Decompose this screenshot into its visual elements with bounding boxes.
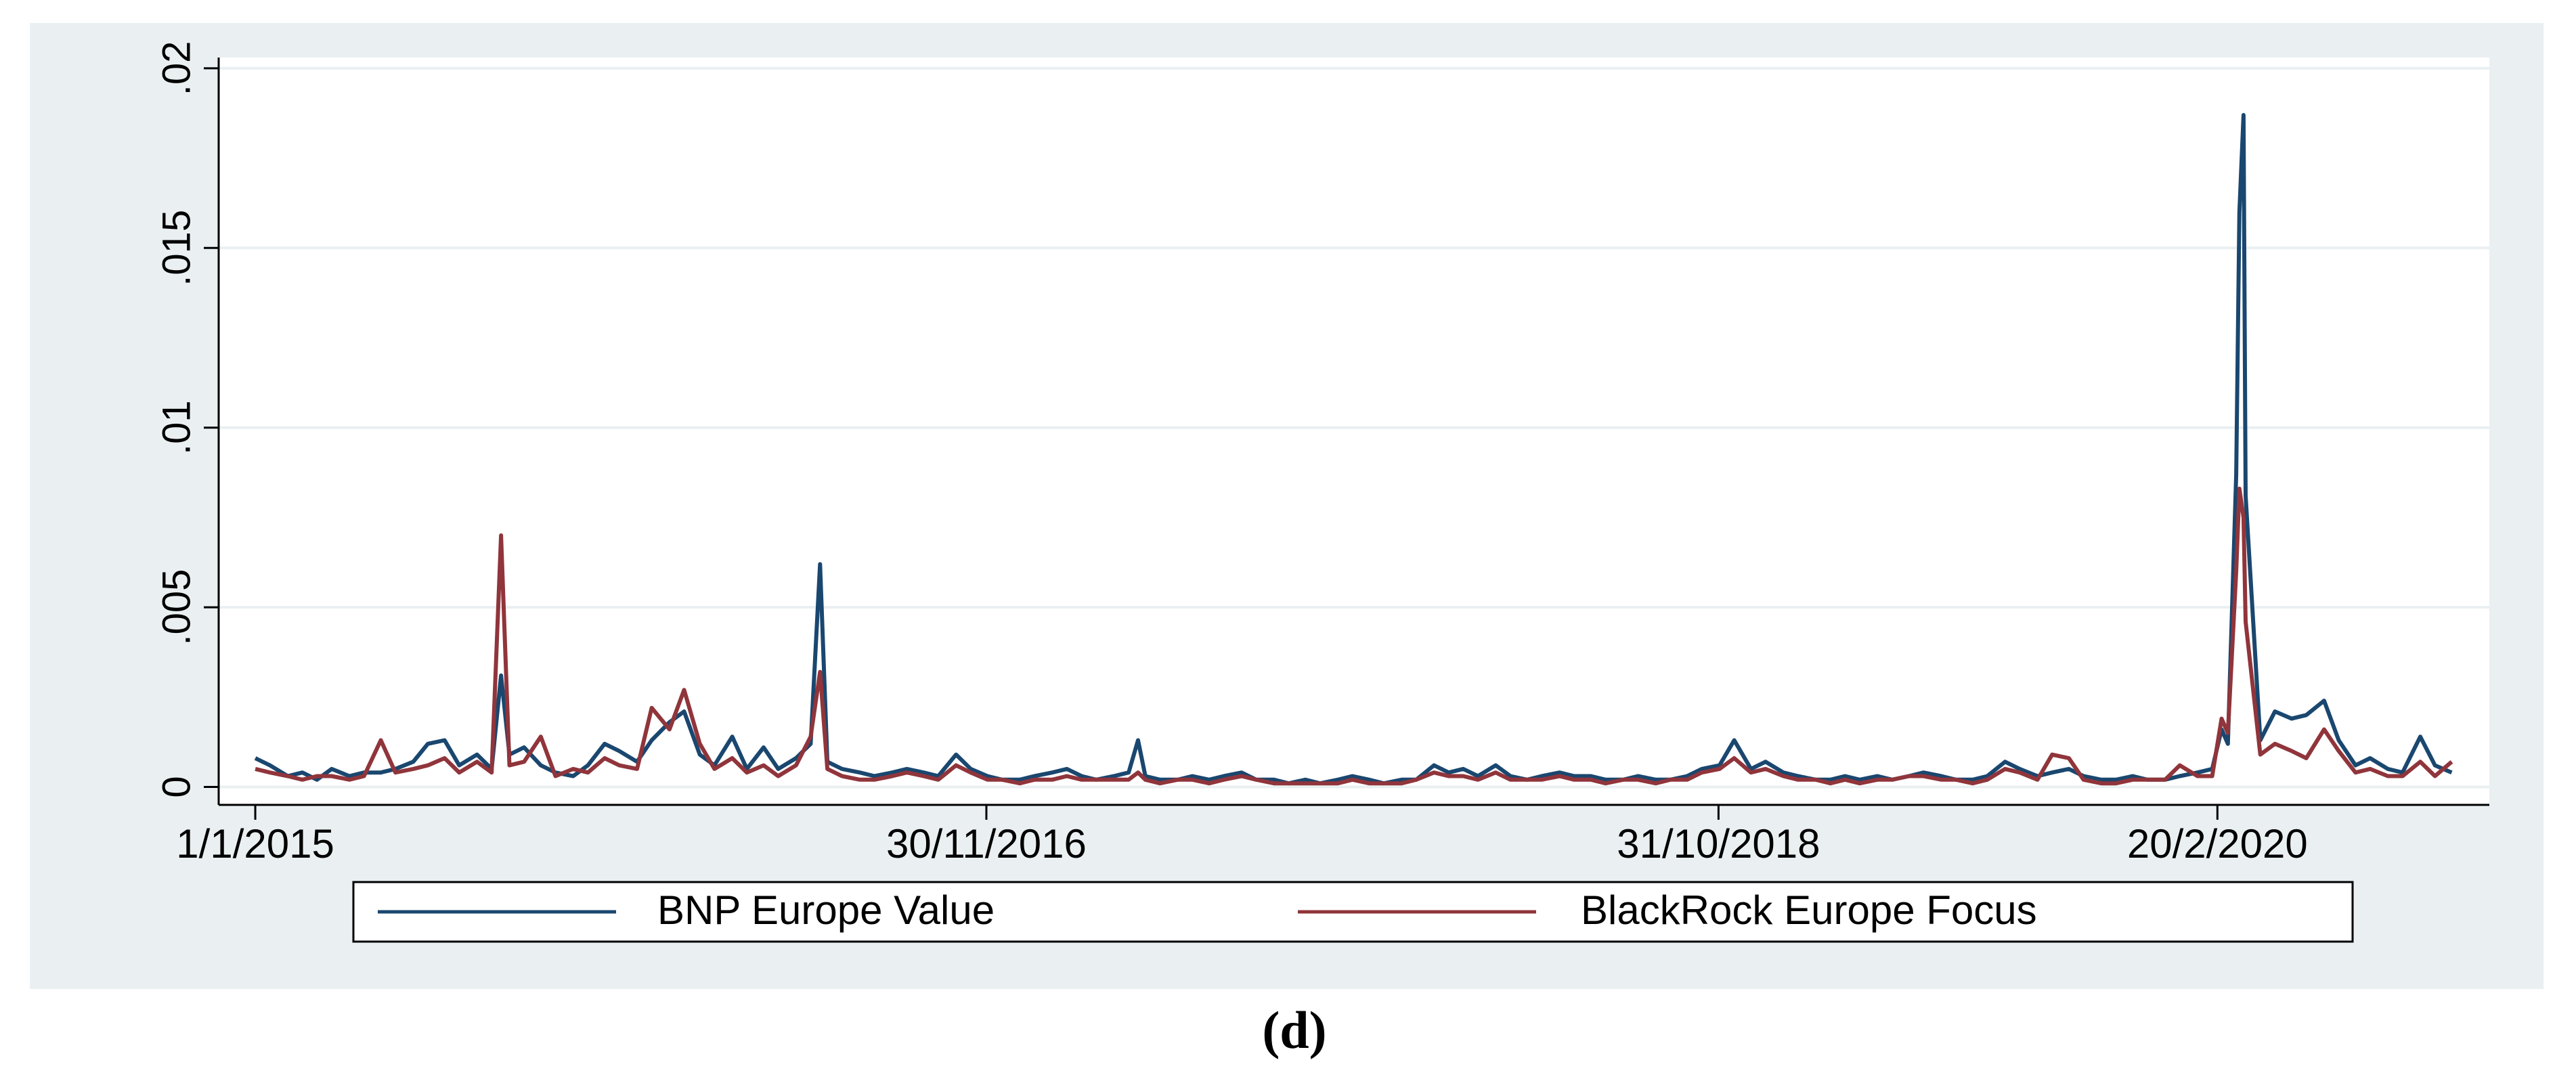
x-tick-label: 1/1/2015 [176,821,334,866]
y-tick-label: .02 [154,41,198,96]
y-tick-label: .005 [154,569,198,646]
x-tick-label: 20/2/2020 [2127,821,2308,866]
y-tick-label: 0 [154,776,198,797]
series-line [255,486,2453,786]
caption: (d) [1262,1001,1326,1059]
y-tick-label: .015 [154,210,198,286]
x-tick-label: 30/11/2016 [886,821,1087,866]
legend-label: BlackRock Europe Focus [1581,887,2037,933]
legend-label: BNP Europe Value [657,887,995,933]
plot-region [219,58,2489,805]
y-tick-label: .01 [154,400,198,455]
series-line [254,112,2453,786]
x-tick-label: 31/10/2018 [1617,821,1820,866]
